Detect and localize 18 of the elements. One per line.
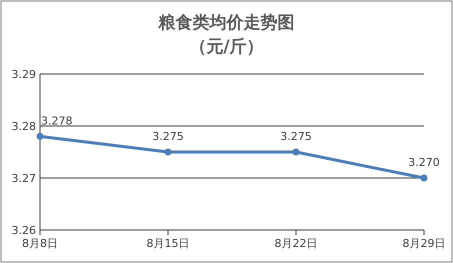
y-tick-label: 3.29 bbox=[12, 68, 36, 81]
data-label: 3.275 bbox=[152, 130, 184, 143]
y-tick-label: 3.27 bbox=[12, 172, 36, 185]
y-tick-label: 3.26 bbox=[12, 224, 36, 237]
chart-title: 粮食类均价走势图 bbox=[158, 13, 294, 33]
point bbox=[420, 174, 428, 182]
data-label: 3.275 bbox=[280, 130, 312, 143]
point bbox=[292, 148, 300, 156]
x-tick-label: 8月8日 bbox=[22, 237, 58, 250]
data-label: 3.278 bbox=[41, 114, 72, 128]
data-label: 3.270 bbox=[408, 156, 440, 169]
chart-subtitle: （元/斤） bbox=[189, 37, 264, 57]
point bbox=[164, 148, 172, 156]
x-tick-label: 8月15日 bbox=[146, 237, 190, 250]
point bbox=[36, 132, 44, 140]
x-tick-label: 8月22日 bbox=[274, 237, 318, 250]
x-tick-label: 8月29日 bbox=[402, 237, 446, 250]
y-tick-label: 3.28 bbox=[12, 120, 36, 133]
